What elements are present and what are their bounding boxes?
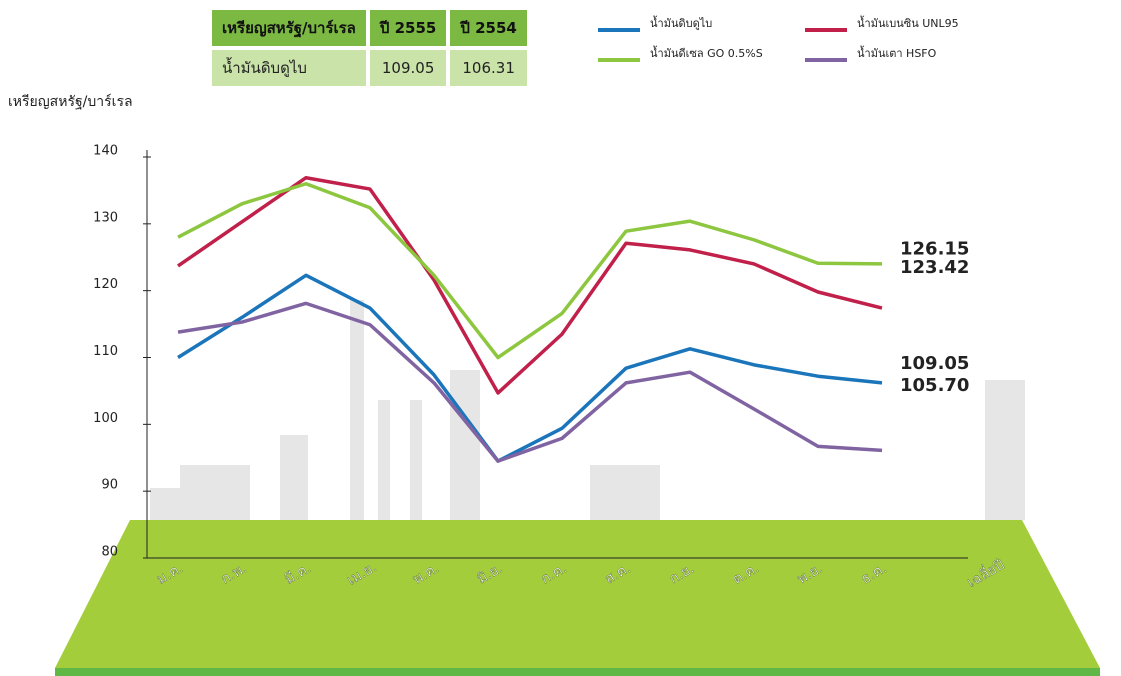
y-tick-label: 100 [93,411,118,426]
average-label: 105.70 [900,375,969,396]
y-tick-label: 130 [93,210,118,225]
legend-label: น้ำมันเตา HSFO [857,45,937,60]
line [178,184,882,358]
y-tick-label: 110 [93,344,118,359]
floor [55,520,1100,668]
price-table: เหรียญสหรัฐ/บาร์เรล ปี 2555 ปี 2554 น้ำม… [208,6,531,90]
line [178,178,882,393]
chart: เหรียญสหรัฐ/บาร์เรล 8090100110120130140ม… [0,0,1121,676]
cell: น้ำมันดิบดูไบ [212,50,366,86]
average-label: 109.05 [900,353,969,374]
table-header: เหรียญสหรัฐ/บาร์เรล ปี 2555 ปี 2554 [212,10,527,46]
table-row: น้ำมันดิบดูไบ 109.05 106.31 [212,50,527,86]
y-tick-label: 90 [101,478,118,493]
header-cell: ปี 2555 [370,10,447,46]
y-tick-label: 80 [101,545,118,560]
floor-edge [55,668,1100,676]
average-label: 123.42 [900,257,969,278]
legend-label: น้ำมันดีเซล GO 0.5%S [650,45,763,60]
header-cell: เหรียญสหรัฐ/บาร์เรล [212,10,366,46]
average-label: 126.15 [900,239,969,260]
background-silhouette [150,300,1025,520]
legend-label: น้ำมันดิบดูไบ [650,15,712,30]
y-axis-title: เหรียญสหรัฐ/บาร์เรล [8,93,133,110]
page: เหรียญสหรัฐ/บาร์เรล 8090100110120130140ม… [0,0,1121,676]
header-cell: ปี 2554 [450,10,527,46]
legend-label: น้ำมันเบนซิน UNL95 [857,15,959,30]
cell: 109.05 [370,50,447,86]
y-tick-label: 140 [93,144,118,159]
cell: 106.31 [450,50,527,86]
line [178,275,882,461]
y-tick-label: 120 [93,277,118,292]
